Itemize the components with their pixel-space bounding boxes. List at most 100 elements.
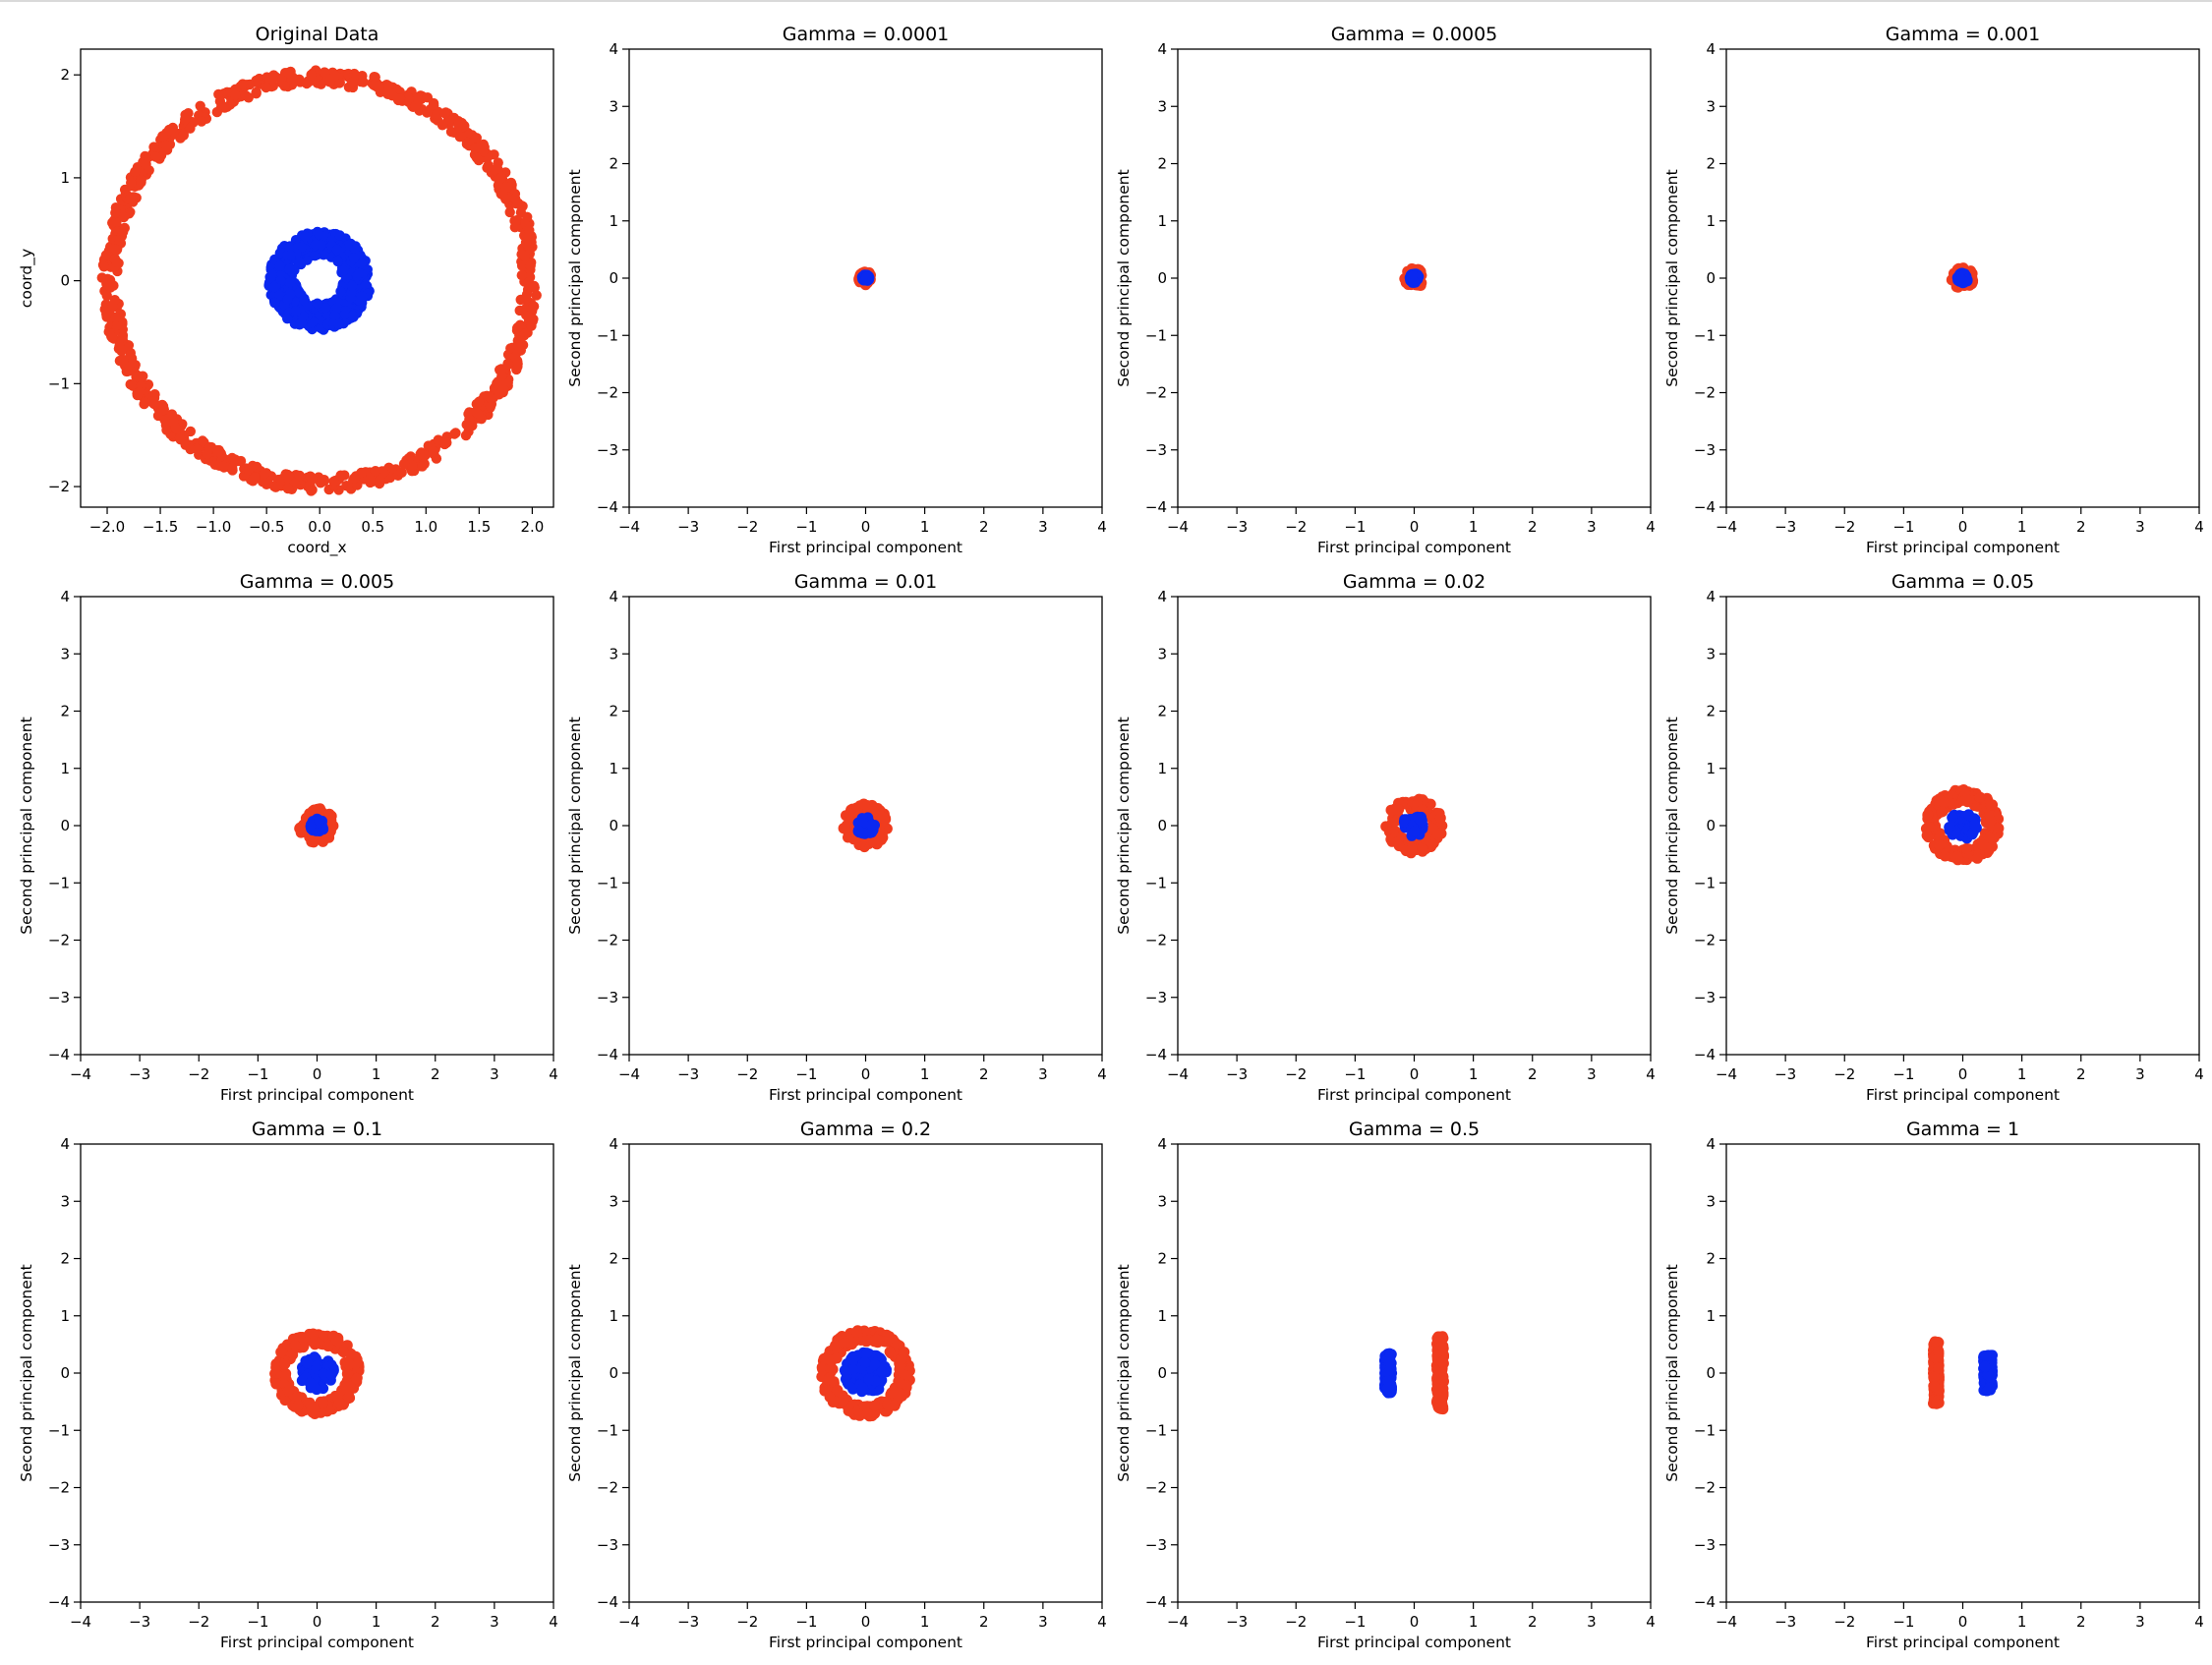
x-axis-label: First principal component [220,1634,414,1651]
data-point [160,140,171,150]
y-tick-label: 1 [609,760,618,777]
data-point [158,404,169,415]
y-tick-label: 4 [609,1135,618,1153]
data-point [367,476,378,488]
data-point [1406,842,1418,854]
x-tick-label: 4 [1646,1613,1656,1631]
subplot-5: −4 −3 −2 −1 0 1 2 3 4 −4 −3 −2 −1 0 1 2 3 4 Gamma = 0.005 F… [18,571,558,1104]
data-point [259,468,270,479]
x-tick-label: 2 [979,1613,989,1631]
data-point [310,251,320,261]
data-point [825,1362,836,1374]
data-point [268,282,280,293]
data-point [870,1334,882,1346]
y-tick-label: 4 [1706,588,1716,605]
x-tick-label: 0 [1958,1065,1968,1083]
x-tick-label: −1 [795,1613,817,1631]
scatter-points [853,266,876,291]
scatter-points [269,1328,365,1419]
y-tick-label: −4 [1145,498,1167,516]
x-tick-label: 0.0 [308,518,331,536]
x-tick-label: −1.0 [196,518,231,536]
data-point [211,106,222,118]
data-point [334,230,345,241]
data-point [1433,1392,1445,1404]
x-tick-label: 1.5 [467,518,491,536]
x-axis-label: First principal component [769,1634,962,1651]
data-point [422,107,433,118]
x-tick-label: 0.5 [361,518,384,536]
data-point [1409,826,1421,837]
x-tick-label: 0 [1958,1613,1968,1631]
data-point [273,290,285,301]
x-tick-label: 1 [2017,1613,2027,1631]
data-point [524,225,535,236]
data-point [126,177,137,189]
y-tick-label: 4 [1157,588,1167,605]
x-tick-label: −4 [70,1613,91,1631]
x-tick-label: −0.5 [249,518,284,536]
y-tick-label: −2 [1145,1479,1167,1497]
data-point [230,89,241,101]
data-point [111,257,122,267]
y-tick-label: −4 [1694,1593,1716,1611]
data-point [110,207,121,218]
x-tick-label: 2 [431,1065,440,1083]
data-point [1929,1336,1941,1348]
y-tick-label: −4 [597,1046,618,1063]
series-inner [296,1351,339,1396]
x-axis-label: First principal component [769,1086,962,1104]
subplot-title: Gamma = 0.1 [252,1119,382,1140]
data-point [283,1385,294,1397]
subplot-4: −4 −3 −2 −1 0 1 2 3 4 −4 −3 −2 −1 0 1 2 3 4 Gamma = 0.001 F… [1663,24,2204,556]
data-point [356,467,367,479]
x-tick-label: −2 [736,1613,758,1631]
data-point [284,263,295,274]
data-point [461,419,472,431]
data-point [1951,850,1963,862]
y-tick-label: 2 [1706,703,1716,720]
data-point [471,133,482,144]
data-point [1979,1360,1991,1372]
subplot-8: −4 −3 −2 −1 0 1 2 3 4 −4 −3 −2 −1 0 1 2 3 4 Gamma = 0.05 Fi… [1663,571,2204,1104]
data-point [318,1368,329,1380]
data-point [204,441,215,453]
scatter-points [1380,793,1448,859]
data-point [1933,1384,1945,1396]
data-point [178,130,189,141]
data-point [900,1369,910,1381]
y-tick-label: −1 [48,374,70,392]
subplot-11: −4 −3 −2 −1 0 1 2 3 4 −4 −3 −2 −1 0 1 2 3 4 Gamma = 0.5 Fir… [1115,1119,1656,1651]
y-tick-label: 3 [1706,645,1716,662]
data-point [279,81,290,91]
data-point [516,269,527,281]
y-tick-label: −1 [1145,326,1167,344]
data-point [485,401,496,412]
scatter-points [1399,263,1427,291]
x-tick-label: 1.0 [414,518,437,536]
data-point [823,1372,835,1384]
data-point [101,290,112,301]
data-point [328,476,340,488]
data-point [195,100,205,112]
data-point [393,93,405,105]
y-tick-label: 0 [1157,1364,1167,1382]
y-tick-label: −2 [597,932,618,949]
x-tick-label: 3 [1038,1613,1048,1631]
y-tick-label: −1 [1694,326,1716,344]
data-point [1969,819,1981,831]
data-point [251,86,262,98]
y-tick-label: −1 [48,1421,70,1439]
data-point [197,435,208,446]
x-tick-label: 3 [1587,1065,1597,1083]
subplot-title: Gamma = 0.001 [1886,24,2040,45]
data-point [301,78,313,89]
data-point [319,67,330,78]
data-point [148,396,159,408]
data-point [832,1384,844,1396]
x-tick-label: −4 [1167,518,1189,536]
data-point [1434,812,1446,824]
y-tick-label: −4 [1145,1593,1167,1611]
x-tick-label: −4 [1716,1613,1737,1631]
data-point [1981,1349,1992,1361]
